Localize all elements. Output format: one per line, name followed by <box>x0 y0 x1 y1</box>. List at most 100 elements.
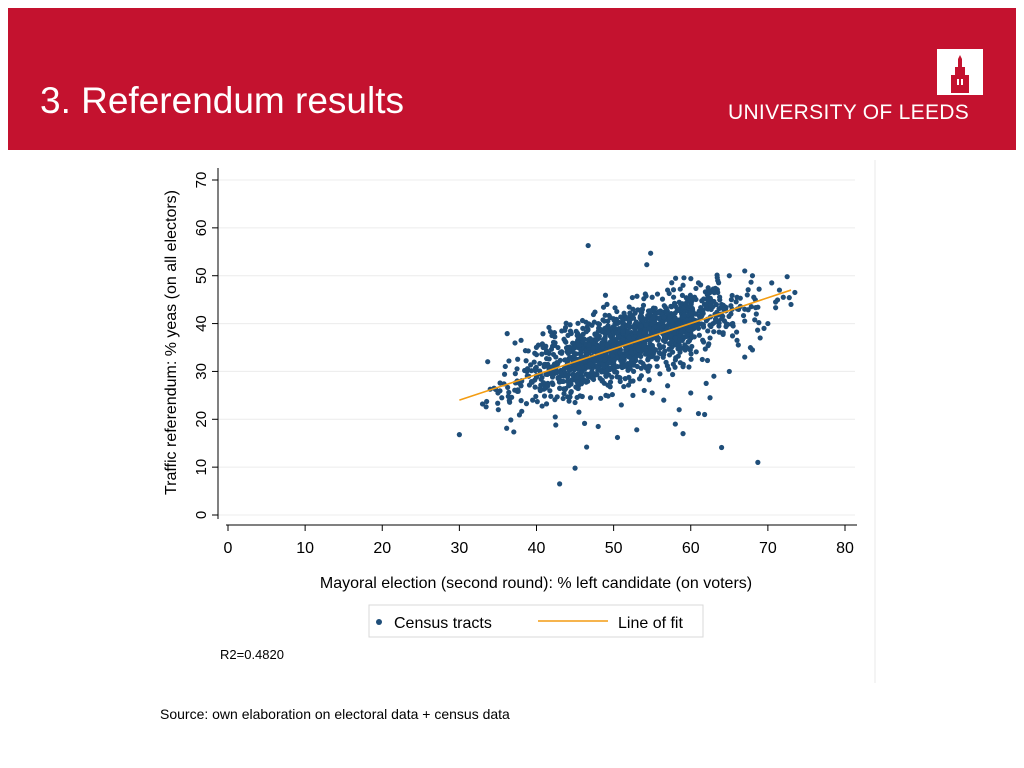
scatter-point <box>656 315 662 322</box>
axes: 0 10 20 30 40 50 60 70 0 10 20 30 40 50 60 70 80 <box>193 168 857 557</box>
scatter-point <box>705 295 711 301</box>
scatter-point <box>533 344 540 350</box>
scatter-point <box>693 285 699 292</box>
scatter-point <box>612 305 618 311</box>
scatter-point <box>648 250 654 256</box>
scatter-point <box>585 374 591 380</box>
legend: Census tracts Line of fit <box>368 604 704 638</box>
scatter-point <box>707 395 713 401</box>
scatter-point <box>677 286 683 292</box>
scatter-point <box>748 304 754 310</box>
scatter-point <box>619 354 625 360</box>
scatter-point <box>512 340 518 346</box>
scatter-point <box>604 342 610 348</box>
scatter-point <box>495 407 501 413</box>
scatter-point <box>501 371 508 377</box>
scatter-point <box>614 364 621 370</box>
scatter-point <box>602 356 608 363</box>
scatter-point <box>645 356 651 362</box>
x-tick-label: 60 <box>682 540 700 557</box>
scatter-point <box>626 317 632 323</box>
scatter-point <box>533 352 540 358</box>
scatter-point <box>755 459 761 465</box>
scatter-point <box>587 335 593 342</box>
scatter-point <box>601 318 607 324</box>
scatter-point <box>558 370 564 376</box>
y-tick-label: 30 <box>193 363 210 380</box>
scatter-point <box>650 315 656 321</box>
scatter-point <box>529 379 535 385</box>
scatter-point <box>568 389 574 395</box>
header-fill <box>8 8 1016 150</box>
scatter-point <box>599 341 606 347</box>
scatter-point <box>792 289 798 296</box>
scatter-point <box>616 374 622 380</box>
scatter-point <box>691 334 697 340</box>
scatter-point <box>557 481 563 487</box>
page-title: 3. Referendum results <box>40 80 405 121</box>
scatter-point <box>761 325 767 331</box>
scatter-point <box>655 310 662 316</box>
scatter-point <box>515 356 521 362</box>
x-tick-label: 50 <box>605 540 623 557</box>
scatter-point <box>657 320 663 327</box>
scatter-point <box>483 404 489 410</box>
scatter-point <box>625 329 631 335</box>
scatter-point <box>654 337 660 343</box>
scatter-point <box>716 323 722 329</box>
scatter-point <box>627 365 633 371</box>
scatter-point <box>581 420 588 426</box>
scatter-point <box>744 292 750 298</box>
scatter-point <box>506 389 512 395</box>
scatter-point <box>756 286 762 292</box>
scatter-point <box>675 321 681 327</box>
y-tick-label: 60 <box>193 220 210 237</box>
scatter-point <box>599 378 605 384</box>
scatter-point <box>696 332 702 338</box>
scatter-point <box>617 350 623 356</box>
scatter-point <box>688 390 694 396</box>
scatter-point <box>719 316 725 322</box>
scatter-point <box>670 287 677 293</box>
scatter-point <box>745 287 751 293</box>
scatter-point <box>769 280 775 286</box>
scatter-point <box>644 262 650 268</box>
scatter-point <box>780 294 786 300</box>
scatter-point <box>575 385 581 392</box>
y-tick-label: 70 <box>193 172 210 189</box>
scatter-point <box>562 370 568 376</box>
scatter-point <box>562 338 568 344</box>
scatter-point <box>728 297 734 303</box>
scatter-point <box>646 377 652 383</box>
scatter-point <box>632 329 638 335</box>
scatter-point <box>589 322 595 328</box>
scatter-point <box>688 351 694 357</box>
scatter-point <box>634 427 640 433</box>
scatter-point <box>541 393 548 399</box>
scatter-point <box>571 353 577 359</box>
scatter-point <box>686 326 692 333</box>
scatter-point <box>566 398 572 404</box>
scatter-point <box>668 304 675 310</box>
scatter-point <box>728 303 734 309</box>
scatter-point <box>660 337 667 343</box>
scatter-point <box>523 401 530 407</box>
scatter-point <box>557 357 563 363</box>
scatter-point <box>717 294 723 300</box>
scatter-point <box>677 337 683 343</box>
scatter-point <box>733 299 739 305</box>
scatter-point <box>748 279 754 285</box>
scatter-point <box>504 425 510 431</box>
scatter-points <box>456 242 798 487</box>
y-tick-label: 0 <box>193 511 210 519</box>
scatter-point <box>714 272 720 278</box>
scatter-point <box>688 311 694 317</box>
scatter-point <box>669 322 675 328</box>
scatter-point <box>729 292 735 299</box>
scatter-point <box>765 320 771 327</box>
scatter-point <box>594 333 600 339</box>
scatter-point <box>594 364 600 370</box>
scatter-point <box>661 397 667 403</box>
scatter-point <box>688 276 694 282</box>
scatter-point <box>560 378 566 384</box>
